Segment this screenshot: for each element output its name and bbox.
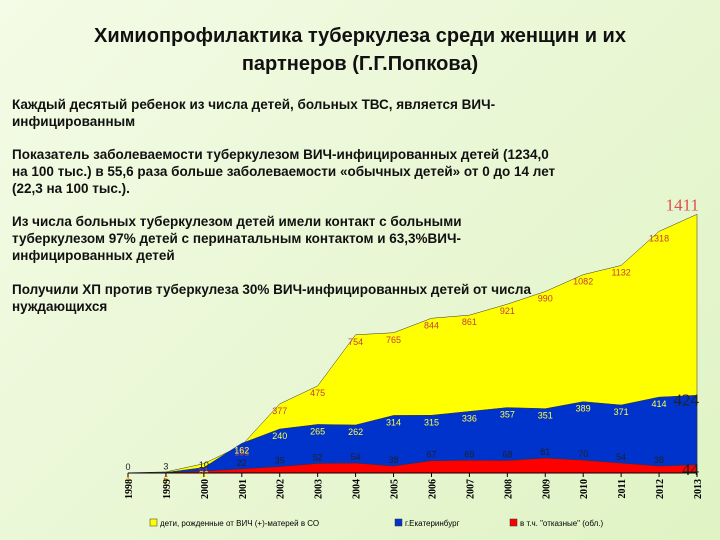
x-tick-label: 2004: [352, 479, 363, 499]
value-label: 54: [351, 452, 361, 462]
legend-label: г.Екатеринбург: [405, 519, 460, 528]
x-tick-label: 2008: [503, 479, 514, 499]
value-label: 424: [674, 390, 700, 409]
value-label: 67: [426, 450, 436, 460]
value-label: 1132: [611, 267, 630, 277]
x-tick-label: 1998: [124, 479, 135, 499]
area: [127, 457, 698, 474]
legend-swatch: [509, 518, 518, 527]
value-label: 336: [462, 413, 477, 423]
x-tick-label: 2002: [276, 479, 287, 499]
x-tick-label: 2013: [693, 479, 704, 499]
value-label: 765: [386, 335, 401, 345]
value-label: 3: [163, 474, 168, 484]
x-tick-label: 2011: [617, 479, 628, 498]
value-label: 10: [199, 460, 209, 470]
value-label: 69: [464, 449, 474, 459]
value-label: 38: [389, 455, 399, 465]
value-label: 414: [652, 399, 667, 409]
value-label: 371: [614, 407, 629, 417]
value-label: 861: [462, 317, 477, 327]
paragraph: Каждый десятый ребенок из числа детей, б…: [12, 97, 496, 129]
x-tick-label: 2010: [579, 479, 590, 499]
value-label: 70: [578, 449, 588, 459]
value-label: 1318: [649, 233, 669, 243]
paragraph: Показатель заболеваемости туберкулезом В…: [12, 147, 556, 196]
paragraph: Получили ХП против туберкулеза 30% ВИЧ-и…: [12, 282, 531, 314]
value-label: 1: [125, 475, 130, 485]
value-label: 357: [500, 410, 515, 420]
value-label: 844: [424, 320, 439, 330]
value-label: 921: [500, 306, 515, 316]
value-label: 0: [125, 475, 130, 485]
value-label: 754: [348, 337, 363, 347]
paragraph: Из числа больных туберкулезом детей имел…: [12, 214, 462, 263]
x-tick-label: 2000: [200, 479, 211, 499]
legend-label: в т.ч. "отказные" (обл.): [520, 519, 603, 528]
x-tick-label: 2001: [238, 479, 249, 499]
value-label: 0: [125, 462, 130, 472]
value-label: 314: [386, 417, 401, 427]
area: [127, 395, 698, 474]
value-label: 38: [654, 455, 664, 465]
value-label: 265: [310, 426, 325, 436]
value-label: 52: [313, 452, 323, 462]
legend-swatch: [149, 518, 158, 527]
x-tick-label: 2007: [465, 479, 476, 499]
value-label: 1082: [573, 277, 593, 287]
value-label: 389: [576, 404, 591, 414]
slide-title: Химиопрофилактика туберкулеза среди женщ…: [94, 25, 626, 75]
value-label: 1411: [666, 195, 699, 214]
value-label: 377: [272, 406, 287, 416]
value-label: 262: [348, 427, 363, 437]
value-label: 22: [237, 458, 247, 468]
legend-swatch: [394, 518, 403, 527]
x-tick-label: 2009: [541, 479, 552, 499]
value-label: 44: [682, 460, 700, 479]
x-tick-label: 2003: [314, 479, 325, 499]
value-label: 351: [538, 411, 553, 421]
value-label: 315: [424, 417, 439, 427]
value-label: 3: [163, 461, 168, 471]
value-label: 35: [275, 456, 285, 466]
value-label: 475: [310, 388, 325, 398]
value-label: 240: [272, 431, 287, 441]
value-label: 54: [616, 452, 626, 462]
x-tick-label: 2005: [390, 479, 401, 499]
x-tick-label: 1999: [162, 479, 173, 499]
value-label: 151: [234, 447, 249, 457]
legend-label: дети, рожденные от ВИЧ (+)-матерей в СО: [160, 519, 319, 528]
value-label: 6: [163, 474, 168, 484]
value-label: 51: [199, 466, 209, 476]
value-label: 162: [234, 445, 249, 455]
value-label: 990: [538, 294, 553, 304]
x-tick-label: 2006: [427, 479, 438, 499]
value-label: 68: [502, 450, 512, 460]
value-label: 81: [540, 447, 550, 457]
x-tick-label: 2012: [655, 479, 666, 499]
